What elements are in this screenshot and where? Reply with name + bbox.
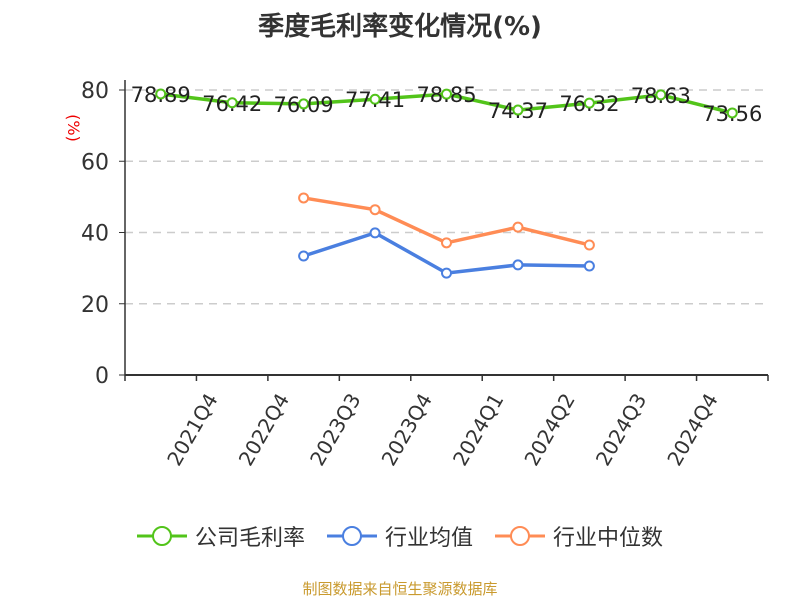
x-tick-label: 2024Q4 bbox=[662, 389, 722, 470]
data-point bbox=[512, 104, 524, 116]
y-axis-label: (%) bbox=[64, 114, 83, 142]
y-tick-label: 60 bbox=[81, 150, 109, 175]
data-point bbox=[298, 250, 310, 262]
legend-label: 公司毛利率 bbox=[194, 526, 305, 551]
data-point bbox=[369, 204, 381, 216]
data-point bbox=[583, 97, 595, 109]
legend-item[interactable]: 行业均值 bbox=[326, 520, 473, 552]
data-point bbox=[298, 192, 310, 204]
data-point bbox=[369, 93, 381, 105]
data-point bbox=[369, 227, 381, 239]
x-tick-label: 2024Q3 bbox=[591, 389, 651, 470]
x-tick-label: 2022Q4 bbox=[234, 389, 294, 470]
data-label: 78.85 bbox=[416, 83, 476, 107]
data-point bbox=[155, 88, 167, 100]
legend-marker-icon bbox=[136, 526, 187, 546]
data-point bbox=[298, 98, 310, 110]
x-tick-label: 2024Q1 bbox=[448, 389, 508, 470]
legend-marker-icon bbox=[326, 526, 377, 546]
x-tick-label: 2021Q4 bbox=[162, 389, 222, 470]
legend-item[interactable]: 行业中位数 bbox=[495, 520, 663, 552]
data-label: 73.56 bbox=[702, 102, 762, 126]
data-point bbox=[583, 239, 595, 251]
data-point bbox=[655, 89, 667, 101]
data-point bbox=[441, 88, 452, 100]
legend-item[interactable]: 公司毛利率 bbox=[136, 520, 305, 552]
data-label: 76.09 bbox=[274, 93, 334, 117]
x-tick-label: 2023Q4 bbox=[377, 389, 437, 470]
chart-title: 季度毛利率变化情况(%) bbox=[258, 12, 542, 42]
y-tick-label: 20 bbox=[81, 293, 109, 318]
x-tick-label: 2023Q3 bbox=[305, 389, 365, 470]
y-tick-label: 40 bbox=[81, 222, 109, 247]
y-tick-label: 0 bbox=[95, 364, 109, 389]
data-label: 77.41 bbox=[345, 88, 405, 112]
data-label: 78.63 bbox=[631, 84, 691, 108]
legend-label: 行业均值 bbox=[384, 526, 473, 551]
data-point bbox=[226, 97, 238, 109]
data-label: 76.42 bbox=[202, 92, 262, 116]
legend-marker-icon bbox=[495, 526, 545, 546]
data-point bbox=[512, 221, 524, 233]
data-point bbox=[441, 237, 452, 249]
data-point bbox=[441, 267, 452, 279]
data-point bbox=[583, 260, 595, 272]
legend-label: 行业中位数 bbox=[553, 526, 664, 551]
data-label: 78.89 bbox=[131, 83, 191, 107]
x-tick-label: 2024Q2 bbox=[519, 389, 579, 470]
data-point bbox=[726, 107, 738, 119]
y-tick-label: 80 bbox=[81, 79, 109, 104]
data-point bbox=[512, 259, 524, 271]
data-label: 76.32 bbox=[559, 92, 619, 116]
source-note: 制图数据来自恒生聚源数据库 bbox=[302, 580, 498, 598]
data-label: 74.37 bbox=[488, 99, 548, 123]
legend: 公司毛利率 行业均值 行业中位数 bbox=[0, 520, 800, 552]
